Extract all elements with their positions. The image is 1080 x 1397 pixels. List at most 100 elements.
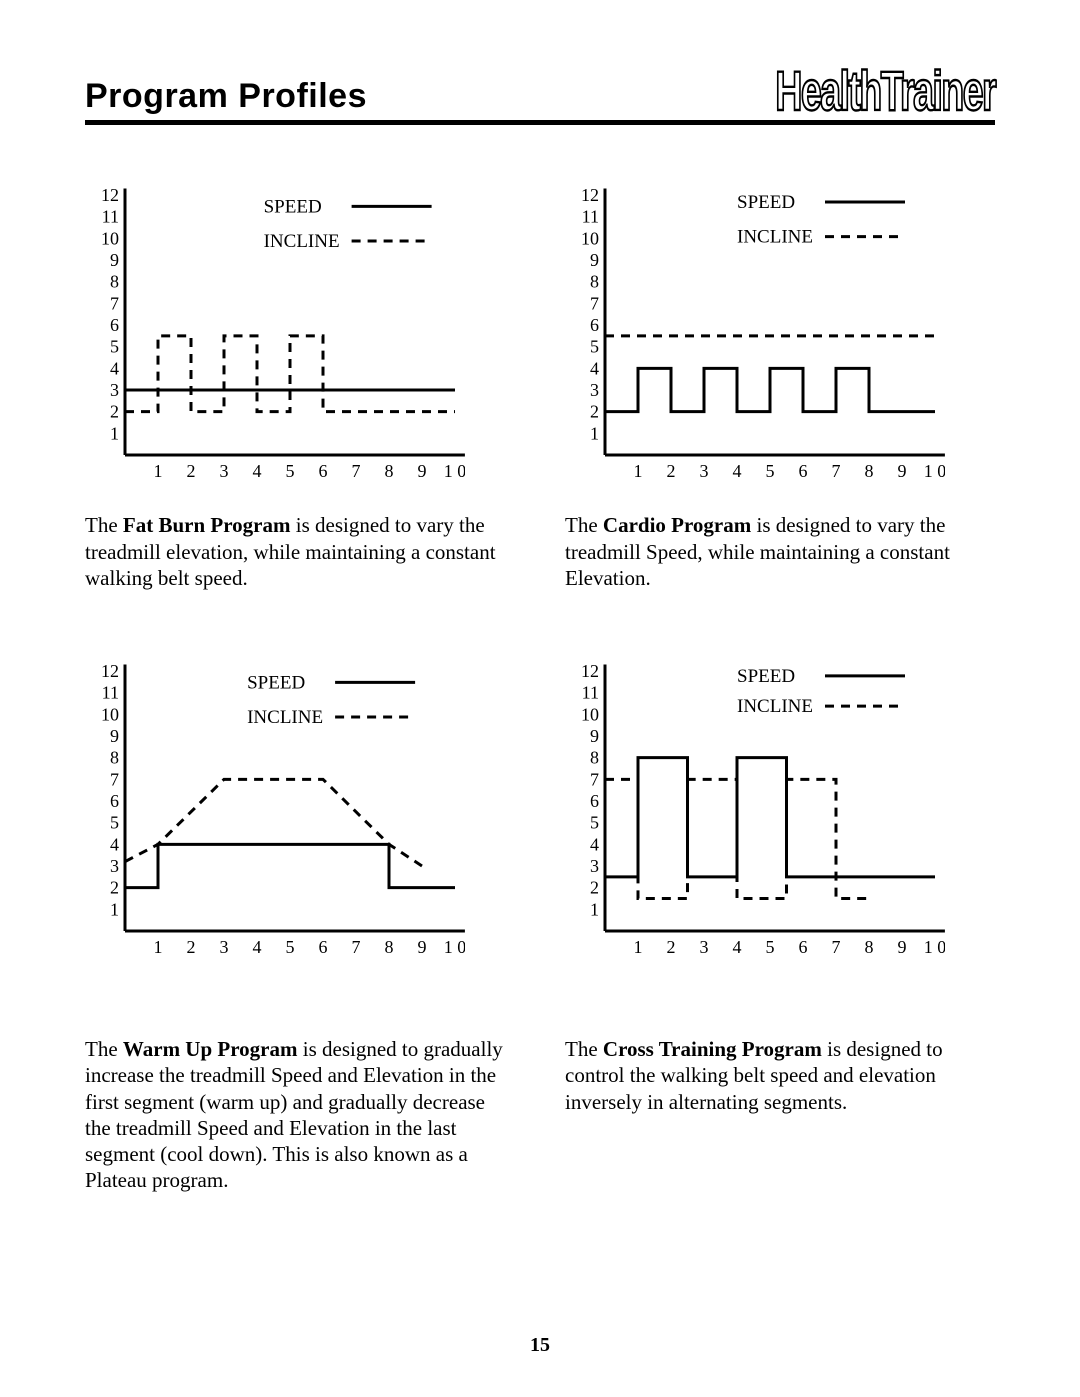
svg-text:12: 12: [581, 185, 599, 205]
svg-text:1: 1: [590, 899, 599, 919]
svg-text:3: 3: [110, 380, 119, 400]
svg-text:6: 6: [110, 791, 119, 811]
svg-text:4: 4: [733, 937, 742, 957]
svg-text:10: 10: [101, 229, 119, 249]
svg-text:6: 6: [110, 315, 119, 335]
warm-up-cell: 1211109876543211234567891 0SPEEDINCLINE …: [85, 661, 515, 1194]
svg-text:4: 4: [253, 461, 262, 481]
svg-text:2: 2: [590, 402, 599, 422]
svg-text:6: 6: [319, 937, 328, 957]
svg-text:10: 10: [581, 704, 599, 724]
svg-text:12: 12: [581, 661, 599, 681]
svg-text:1: 1: [110, 899, 119, 919]
svg-text:8: 8: [385, 937, 394, 957]
svg-text:5: 5: [286, 461, 295, 481]
page-title: Program Profiles: [85, 77, 367, 116]
page-header: Program Profiles HealthTrainer: [85, 75, 995, 125]
svg-text:6: 6: [319, 461, 328, 481]
svg-text:1: 1: [154, 461, 163, 481]
warm-up-chart: 1211109876543211234567891 0SPEEDINCLINE: [85, 661, 465, 961]
cardio-description: The Cardio Program is designed to vary t…: [565, 512, 985, 591]
svg-text:7: 7: [110, 294, 119, 314]
svg-text:12: 12: [101, 185, 119, 205]
svg-text:8: 8: [865, 937, 874, 957]
svg-text:SPEED: SPEED: [247, 672, 305, 693]
svg-text:8: 8: [385, 461, 394, 481]
svg-text:1: 1: [634, 937, 643, 957]
cardio-chart: 1211109876543211234567891 0SPEEDINCLINE: [565, 185, 945, 485]
svg-text:3: 3: [220, 461, 229, 481]
svg-text:INCLINE: INCLINE: [737, 227, 813, 248]
page-number: 15: [0, 1334, 1080, 1357]
svg-text:8: 8: [110, 748, 119, 768]
svg-text:11: 11: [582, 207, 599, 227]
svg-text:4: 4: [253, 937, 262, 957]
svg-text:10: 10: [581, 229, 599, 249]
svg-text:7: 7: [590, 769, 599, 789]
svg-text:9: 9: [418, 461, 427, 481]
svg-text:6: 6: [799, 461, 808, 481]
svg-text:7: 7: [352, 461, 361, 481]
svg-text:7: 7: [590, 294, 599, 314]
svg-text:2: 2: [110, 402, 119, 422]
svg-text:3: 3: [220, 937, 229, 957]
svg-text:3: 3: [590, 380, 599, 400]
svg-text:11: 11: [102, 207, 119, 227]
svg-text:3: 3: [590, 856, 599, 876]
svg-text:3: 3: [700, 461, 709, 481]
svg-text:1 0: 1 0: [924, 937, 945, 957]
svg-text:1 0: 1 0: [924, 461, 945, 481]
svg-text:11: 11: [582, 683, 599, 703]
svg-text:9: 9: [898, 461, 907, 481]
svg-text:7: 7: [110, 769, 119, 789]
svg-text:4: 4: [110, 834, 119, 854]
cross-training-description: The Cross Training Program is designed t…: [565, 1036, 995, 1115]
svg-text:7: 7: [352, 937, 361, 957]
svg-text:7: 7: [832, 937, 841, 957]
svg-text:5: 5: [766, 461, 775, 481]
fat-burn-chart: 1211109876543211234567891 0SPEEDINCLINE: [85, 185, 465, 485]
svg-text:8: 8: [590, 748, 599, 768]
svg-text:7: 7: [832, 461, 841, 481]
svg-text:5: 5: [110, 813, 119, 833]
svg-text:6: 6: [590, 791, 599, 811]
svg-text:3: 3: [700, 937, 709, 957]
warm-up-description: The Warm Up Program is designed to gradu…: [85, 1036, 515, 1194]
svg-text:2: 2: [187, 937, 196, 957]
svg-text:2: 2: [110, 878, 119, 898]
svg-text:INCLINE: INCLINE: [737, 696, 813, 717]
svg-text:5: 5: [110, 337, 119, 357]
brand-logo: HealthTrainer: [775, 67, 995, 117]
svg-text:12: 12: [101, 661, 119, 681]
svg-text:2: 2: [667, 937, 676, 957]
svg-text:9: 9: [110, 726, 119, 746]
svg-text:4: 4: [110, 359, 119, 379]
svg-text:9: 9: [898, 937, 907, 957]
svg-text:3: 3: [110, 856, 119, 876]
svg-text:8: 8: [865, 461, 874, 481]
fat-burn-cell: 1211109876543211234567891 0SPEEDINCLINE …: [85, 185, 515, 591]
svg-text:6: 6: [799, 937, 808, 957]
svg-text:8: 8: [110, 272, 119, 292]
svg-text:9: 9: [590, 726, 599, 746]
svg-text:1 0: 1 0: [444, 461, 465, 481]
svg-text:1: 1: [154, 937, 163, 957]
svg-text:9: 9: [590, 250, 599, 270]
svg-text:SPEED: SPEED: [737, 192, 795, 213]
svg-text:1: 1: [110, 424, 119, 444]
svg-text:9: 9: [110, 250, 119, 270]
svg-text:4: 4: [590, 834, 599, 854]
svg-text:1: 1: [634, 461, 643, 481]
svg-text:SPEED: SPEED: [264, 197, 322, 218]
cross-training-chart: 1211109876543211234567891 0SPEEDINCLINE: [565, 661, 945, 961]
svg-text:5: 5: [590, 337, 599, 357]
svg-text:4: 4: [733, 461, 742, 481]
svg-text:5: 5: [766, 937, 775, 957]
cardio-cell: 1211109876543211234567891 0SPEEDINCLINE …: [565, 185, 995, 591]
fat-burn-description: The Fat Burn Program is designed to vary…: [85, 512, 505, 591]
svg-text:11: 11: [102, 683, 119, 703]
svg-text:4: 4: [590, 359, 599, 379]
svg-text:5: 5: [590, 813, 599, 833]
svg-text:6: 6: [590, 315, 599, 335]
svg-text:9: 9: [418, 937, 427, 957]
